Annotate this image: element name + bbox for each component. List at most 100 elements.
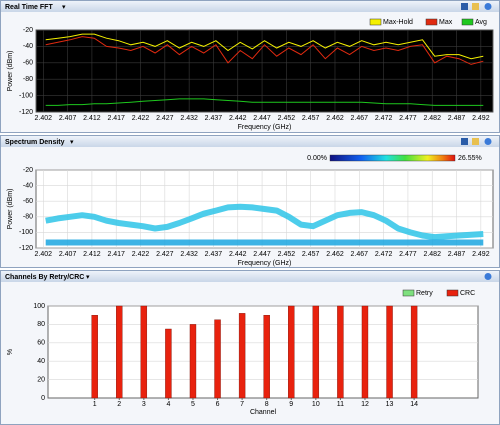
x-tick-label: 2.432 <box>180 115 198 122</box>
x-axis-title: Frequency (GHz) <box>238 124 292 131</box>
x-tick-label: 2.477 <box>399 115 417 122</box>
x-tick-label: 2.412 <box>83 115 101 122</box>
x-tick-label: 14 <box>410 401 418 408</box>
dropdown-arrow[interactable]: ▾ <box>70 139 74 146</box>
legend-label: CRC <box>460 290 475 297</box>
x-tick-label: 2.452 <box>278 115 296 122</box>
x-tick-label: 2.462 <box>326 115 344 122</box>
y-axis-title: Power (dBm) <box>7 189 14 230</box>
x-tick-label: 2.402 <box>35 251 53 258</box>
series-line <box>45 36 484 65</box>
plot-area <box>35 29 494 113</box>
x-tick-label: 2.472 <box>375 251 393 258</box>
bar <box>165 328 172 399</box>
y-axis-title: % <box>7 349 14 355</box>
x-tick-label: 2.437 <box>205 251 223 258</box>
x-tick-label: 4 <box>166 401 170 408</box>
x-tick-label: 2.427 <box>156 115 174 122</box>
y-tick-label: -20 <box>23 27 33 34</box>
legend-label: Retry <box>416 290 433 297</box>
legend-label: Avg <box>475 19 487 26</box>
x-tick-label: 8 <box>265 401 269 408</box>
bar <box>312 305 320 399</box>
bar <box>361 305 369 399</box>
y-tick-label: -80 <box>23 214 33 221</box>
y-tick-label: 80 <box>37 321 45 328</box>
y-tick-label: -80 <box>23 76 33 83</box>
legend-swatch <box>446 289 459 297</box>
colorbar-label: 26.55% <box>458 155 482 162</box>
x-tick-label: 2.457 <box>302 251 320 258</box>
toolbar-icons[interactable] <box>461 3 492 280</box>
x-tick-label: 2.452 <box>278 251 296 258</box>
x-tick-label: 2.437 <box>205 115 223 122</box>
x-tick-label: 10 <box>312 401 320 408</box>
y-tick-label: 20 <box>37 376 45 383</box>
x-tick-label: 2.472 <box>375 115 393 122</box>
x-tick-label: 5 <box>191 401 195 408</box>
x-tick-label: 2.407 <box>59 115 77 122</box>
x-tick-label: 2 <box>117 401 121 408</box>
y-tick-label: -40 <box>23 43 33 50</box>
legend-swatch <box>461 18 474 26</box>
panel-title: Real Time FFT <box>5 4 53 11</box>
bar <box>91 315 98 399</box>
panel-title: Spectrum Density <box>5 139 65 146</box>
x-tick-label: 11 <box>337 401 344 408</box>
y-tick-label: -60 <box>23 198 33 205</box>
y-tick-label: -60 <box>23 60 33 67</box>
x-tick-label: 2.477 <box>399 251 417 258</box>
y-tick-label: 60 <box>37 340 45 347</box>
x-tick-label: 13 <box>386 401 394 408</box>
dropdown-arrow[interactable]: ▾ <box>86 274 90 281</box>
colorbar-label: 0.00% <box>307 155 327 162</box>
bar <box>116 305 123 399</box>
x-tick-label: 2.442 <box>229 115 247 122</box>
y-tick-label: -40 <box>23 182 33 189</box>
panel-title: Channels By Retry/CRC <box>5 274 84 281</box>
y-tick-label: -120 <box>19 245 33 252</box>
legend-swatch <box>425 18 438 26</box>
x-tick-label: 2.427 <box>156 251 174 258</box>
x-tick-label: 2.402 <box>35 115 53 122</box>
x-tick-label: 2.482 <box>423 251 441 258</box>
x-tick-label: 2.417 <box>107 251 125 258</box>
x-tick-label: 2.432 <box>180 251 198 258</box>
x-tick-label: 7 <box>240 401 244 408</box>
x-tick-label: 12 <box>361 401 369 408</box>
series-line <box>45 98 484 106</box>
y-tick-label: -100 <box>19 229 33 236</box>
x-tick-label: 2.492 <box>472 251 490 258</box>
x-tick-label: 9 <box>289 401 293 408</box>
x-tick-label: 2.482 <box>423 115 441 122</box>
bar <box>238 313 246 399</box>
x-tick-label: 1 <box>93 401 97 408</box>
bar <box>410 305 418 399</box>
colorbar <box>329 154 456 162</box>
legend-swatch <box>402 289 415 297</box>
y-tick-label: 0 <box>41 395 45 402</box>
legend-swatch <box>369 18 382 26</box>
y-tick-label: -100 <box>19 92 33 99</box>
x-tick-label: 2.407 <box>59 251 77 258</box>
x-tick-label: 2.412 <box>83 251 101 258</box>
bar <box>337 305 344 399</box>
bar <box>140 305 148 399</box>
x-tick-label: 2.442 <box>229 251 247 258</box>
x-tick-label: 3 <box>142 401 146 408</box>
dropdown-arrow[interactable]: ▾ <box>62 4 66 11</box>
bar <box>189 324 197 399</box>
density-band <box>45 203 484 241</box>
series-line <box>45 33 484 60</box>
x-tick-label: 6 <box>216 401 220 408</box>
bar <box>263 315 270 399</box>
x-tick-label: 2.447 <box>253 115 271 122</box>
x-tick-label: 2.457 <box>302 115 320 122</box>
y-tick-label: -20 <box>23 167 33 174</box>
bar <box>288 305 295 399</box>
x-tick-label: 2.487 <box>448 251 466 258</box>
x-tick-label: 2.462 <box>326 251 344 258</box>
x-tick-label: 2.467 <box>351 251 369 258</box>
x-tick-label: 2.417 <box>107 115 125 122</box>
